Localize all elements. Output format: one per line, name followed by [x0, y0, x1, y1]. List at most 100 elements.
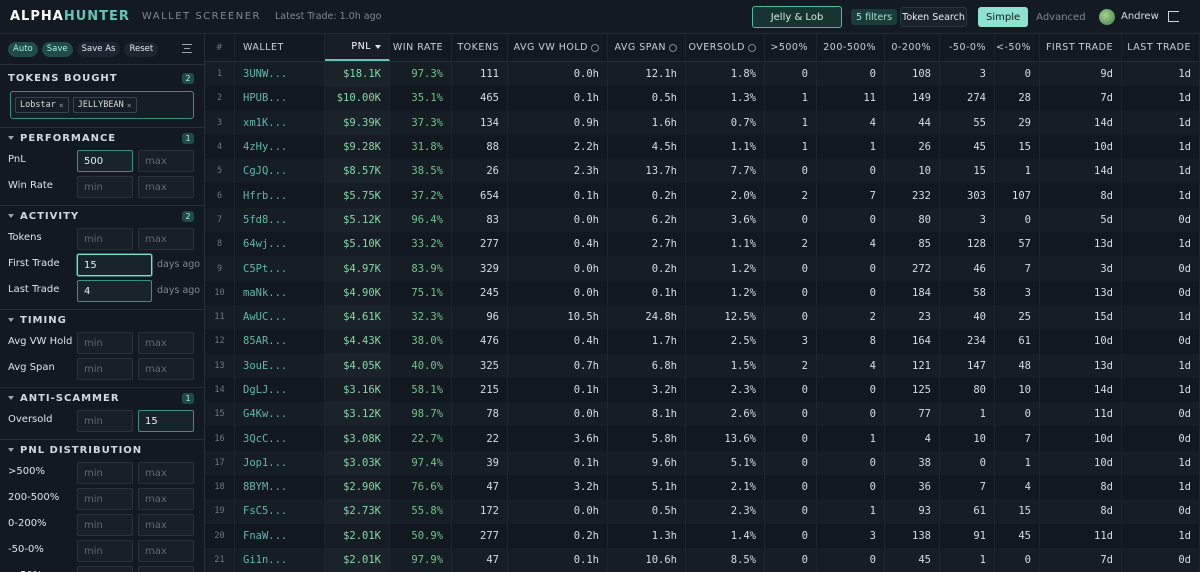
table-cell[interactable]: Jop1... — [235, 450, 325, 476]
section-header[interactable]: ACTIVITY — [0, 206, 204, 226]
column-header[interactable]: # — [205, 34, 235, 61]
column-header[interactable]: AVG VW HOLD — [508, 34, 608, 61]
table-cell[interactable]: FsC5... — [235, 499, 325, 524]
filter-input[interactable]: max — [138, 228, 194, 250]
filter-icon[interactable] — [182, 44, 192, 53]
table-row[interactable]: 1 3UNW... $18.1K 97.3% 111 0.0h 12.1h 1.8% 0 0 108… — [205, 62, 1200, 87]
table-row[interactable]: 21 Gi1n... $2.01K 97.9% 47 0.1h 10.6h 8.5% 0 0 45 1… — [205, 547, 1200, 572]
column-header[interactable]: OVERSOLD — [686, 34, 765, 61]
table-row[interactable]: 3 xm1K... $9.39K 37.3% 134 0.9h 1.6h 0.7% 1 4 44 55… — [205, 110, 1200, 135]
table-row[interactable]: 16 3QcC... $3.08K 22.7% 22 3.6h 5.8h 13.6% 0 1 4 10… — [205, 426, 1200, 451]
mode-button[interactable]: Advanced — [1036, 11, 1086, 23]
avatar[interactable] — [1099, 9, 1115, 25]
section-header[interactable]: PERFORMANCE — [0, 128, 204, 148]
filter-input[interactable]: 15 — [77, 254, 152, 276]
filter-input[interactable]: max — [138, 176, 194, 198]
filter-input[interactable]: min — [77, 332, 133, 354]
filter-input[interactable]: max — [138, 332, 194, 354]
table-row[interactable]: 5 CgJQ... $8.57K 38.5% 26 2.3h 13.7h 7.7% 0 0 10 15… — [205, 159, 1200, 184]
filter-input[interactable]: min — [77, 358, 133, 380]
filter-input[interactable]: 4 — [77, 280, 152, 302]
table-row[interactable]: 14 DgLJ... $3.16K 58.1% 215 0.1h 3.2h 2.3% 0 0 125… — [205, 377, 1200, 403]
column-header[interactable]: FIRST TRADE — [1040, 34, 1122, 61]
table-row[interactable]: 10 maNk... $4.90K 75.1% 245 0.0h 0.1h 1.2% 0 0 184… — [205, 280, 1200, 305]
info-icon[interactable] — [669, 43, 677, 52]
column-header[interactable]: AVG SPAN — [608, 34, 686, 61]
chip-remove[interactable]: × — [58, 100, 64, 110]
column-header[interactable]: PNL — [325, 34, 390, 61]
table-row[interactable]: 13 3ouE... $4.05K 40.0% 325 0.7h 6.8h 1.5% 2 4 121… — [205, 353, 1200, 378]
table-cell[interactable]: xm1K... — [235, 110, 325, 135]
section-header[interactable]: TOKENS BOUGHT — [0, 65, 204, 91]
info-icon[interactable] — [748, 43, 756, 52]
action-button[interactable]: Reset — [124, 41, 159, 57]
filter-input[interactable]: max — [138, 566, 194, 572]
table-cell[interactable]: 3UNW... — [235, 62, 325, 87]
mode-button[interactable]: Simple — [978, 7, 1029, 27]
table-cell[interactable]: 3ouE... — [235, 353, 325, 378]
table-row[interactable]: 4 4zHy... $9.28K 31.8% 88 2.2h 4.5h 1.1% 1 1 26 45 1… — [205, 134, 1200, 160]
table-cell[interactable]: FnaW... — [235, 523, 325, 548]
column-header[interactable]: TOKENS — [452, 34, 508, 61]
token-input[interactable]: Lobstar × JELLYBEAN × — [10, 91, 194, 119]
filter-input[interactable]: 15 — [138, 410, 194, 432]
column-header[interactable]: -50-0% — [940, 34, 995, 61]
filter-input[interactable]: min — [77, 540, 133, 562]
filter-input[interactable]: max — [138, 462, 194, 484]
info-icon[interactable] — [591, 43, 599, 52]
table-row[interactable]: 2 HPUB... $10.00K 35.1% 465 0.1h 0.5h 1.3% 1 11 14… — [205, 86, 1200, 111]
action-button[interactable]: Save — [41, 41, 73, 57]
table-cell[interactable]: CgJQ... — [235, 159, 325, 184]
table-cell[interactable]: 3QcC... — [235, 426, 325, 451]
filter-input[interactable]: min — [77, 566, 133, 572]
filter-input[interactable]: min — [77, 488, 133, 510]
table-cell[interactable]: 64wj... — [235, 232, 325, 257]
section-header[interactable]: PNL DISTRIBUTION — [0, 440, 204, 460]
column-header[interactable]: 0-200% — [885, 34, 940, 61]
table-row[interactable]: 9 C5Pt... $4.97K 83.9% 329 0.0h 0.2h 1.2% 0 0 272 4… — [205, 256, 1200, 281]
filter-input[interactable]: 500 — [77, 150, 133, 172]
column-header[interactable]: LAST TRADE — [1122, 34, 1200, 61]
table-cell[interactable]: 5fd8... — [235, 207, 325, 233]
table-cell[interactable]: 85AR... — [235, 329, 325, 354]
table-cell[interactable]: DgLJ... — [235, 377, 325, 403]
table-cell[interactable]: C5Pt... — [235, 256, 325, 281]
filters-badge[interactable]: 5 filters — [851, 9, 898, 25]
filter-input[interactable]: max — [138, 540, 194, 562]
table-cell[interactable]: Hfrb... — [235, 183, 325, 208]
table-row[interactable]: 18 8BYM... $2.90K 76.6% 47 3.2h 5.1h 2.1% 0 0 36 7 4… — [205, 475, 1200, 500]
table-cell[interactable]: 4zHy... — [235, 134, 325, 160]
logout[interactable] — [1168, 11, 1179, 22]
token-chip[interactable]: Lobstar × — [15, 97, 69, 113]
column-header[interactable]: WIN RATE — [390, 34, 452, 61]
filter-input[interactable]: max — [138, 514, 194, 536]
action-button[interactable]: Auto — [8, 41, 38, 57]
table-row[interactable]: 6 Hfrb... $5.75K 37.2% 654 0.1h 0.2h 2.0% 2 7 232 3… — [205, 183, 1200, 208]
table-cell[interactable]: Gi1n... — [235, 547, 325, 572]
table-row[interactable]: 20 FnaW... $2.01K 50.9% 277 0.2h 1.3h 1.4% 0 3 138… — [205, 523, 1200, 548]
table-row[interactable]: 8 64wj... $5.10K 33.2% 277 0.4h 2.7h 1.1% 2 4 85 12… — [205, 232, 1200, 257]
section-header[interactable]: TIMING — [0, 310, 204, 330]
table-row[interactable]: 12 85AR... $4.43K 38.0% 476 0.4h 1.7h 2.5% 3 8 164… — [205, 329, 1200, 354]
column-header[interactable]: 200-500% — [817, 34, 885, 61]
preset-dropdown[interactable]: Jelly & Lob — [752, 6, 842, 28]
table-row[interactable]: 17 Jop1... $3.03K 97.4% 39 0.1h 9.6h 5.1% 0 0 38 0 1… — [205, 450, 1200, 476]
filter-input[interactable]: min — [77, 514, 133, 536]
filter-input[interactable]: max — [138, 488, 194, 510]
table-row[interactable]: 15 G4Kw... $3.12K 98.7% 78 0.0h 8.1h 2.6% 0 0 77 1 0… — [205, 402, 1200, 427]
section-header[interactable]: ANTI-SCAMMER — [0, 388, 204, 408]
table-cell[interactable]: HPUB... — [235, 86, 325, 111]
filter-input[interactable]: max — [138, 150, 194, 172]
token-chip[interactable]: JELLYBEAN × — [72, 97, 137, 113]
filter-input[interactable]: min — [77, 462, 133, 484]
filter-input[interactable]: min — [77, 176, 133, 198]
table-row[interactable]: 19 FsC5... $2.73K 55.8% 172 0.0h 0.5h 2.3% 0 1 93 6… — [205, 499, 1200, 524]
table-cell[interactable]: 8BYM... — [235, 475, 325, 500]
column-header[interactable]: <-50% — [995, 34, 1040, 61]
filter-input[interactable]: min — [77, 228, 133, 250]
chip-remove[interactable]: × — [126, 100, 132, 110]
table-cell[interactable]: maNk... — [235, 280, 325, 305]
filter-input[interactable]: max — [138, 358, 194, 380]
action-button[interactable]: Save As — [76, 41, 121, 57]
token-search[interactable]: Token Search — [900, 7, 967, 27]
